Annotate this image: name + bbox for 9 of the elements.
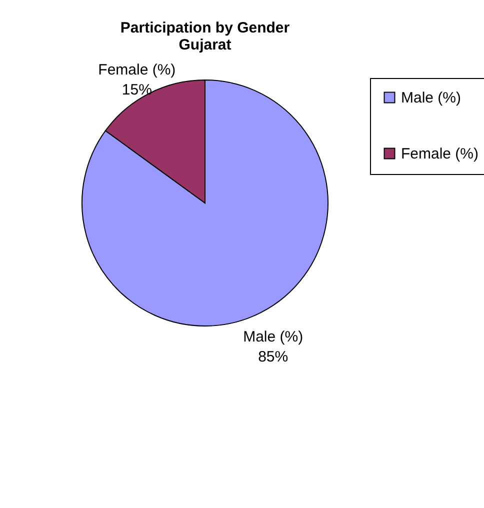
text: Gujarat — [178, 36, 232, 54]
slice-label: Female (%) — [98, 61, 176, 78]
pie-slice — [82, 80, 328, 326]
legend-label: Female (%) — [401, 146, 479, 162]
slice-label: Male (%) — [243, 328, 304, 346]
data-label: 15% — [122, 81, 152, 98]
text: Participation by Gender — [120, 19, 290, 36]
data-label: 85% — [258, 348, 288, 366]
legend-label: Male (%) — [401, 90, 462, 106]
